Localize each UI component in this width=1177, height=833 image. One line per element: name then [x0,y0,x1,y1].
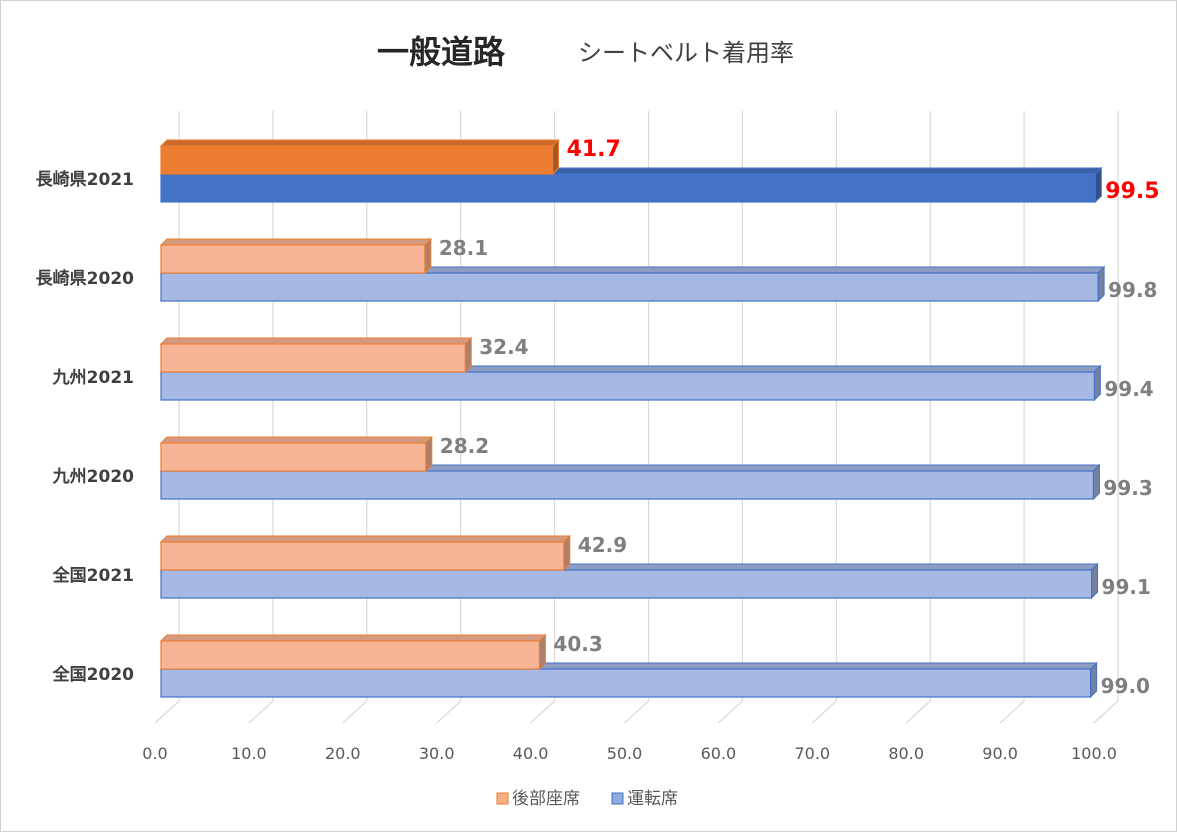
bar-rear-top-face [159,535,572,543]
bar-driver-side-face [1091,562,1099,600]
bar-rear-side-face [563,534,571,572]
x-tick-label: 20.0 [325,744,361,763]
bar-rear [160,541,565,571]
floor-tick [530,700,556,724]
bar-rear [160,145,554,175]
bar-driver-side-face [1090,661,1098,699]
bar-driver [160,569,1093,599]
floor-tick [999,700,1025,724]
x-tick-label: 30.0 [419,744,455,763]
bar-rear-side-face [464,336,472,374]
x-tick-label: 90.0 [982,744,1018,763]
legend: 後部座席 運転席 [496,789,678,809]
data-label-rear: 28.2 [440,434,489,458]
floor-tick [248,700,274,724]
bar-driver-side-face [1093,364,1101,402]
x-tick-label: 60.0 [701,744,737,763]
bar-driver [160,173,1096,203]
legend-swatch-rear [496,792,509,805]
bar-driver [160,470,1095,500]
bar-driver-side-face [1094,166,1102,204]
bar-rear-side-face [538,633,546,671]
bar-driver-side-face [1092,463,1100,501]
x-tick-label: 100.0 [1071,744,1117,763]
category-labels: 長崎県2021 長崎県2020 九州2021 九州2020 全国2021 全国2020 [36,169,134,685]
x-tick-label: 70.0 [794,744,830,763]
bar-driver [160,272,1099,302]
bar-rear [160,442,427,472]
bar-rear-side-face [425,435,433,473]
floor-tick [811,700,837,724]
bar-rear-top-face [159,238,433,246]
legend-label-driver: 運転席 [627,789,678,809]
legend-swatch-driver [611,792,624,805]
chart-subtitle: シートベルト着用率 [578,39,794,67]
bar-rear-side-face [424,237,432,275]
data-label-driver: 99.0 [1101,674,1150,698]
category-label: 全国2021 [52,565,134,586]
data-label-rear: 41.7 [567,137,621,162]
bar-rear-top-face [159,139,560,147]
category-label: 長崎県2021 [36,169,134,190]
category-label: 九州2020 [52,467,134,487]
data-label-driver: 99.1 [1102,575,1151,599]
bar-rear [160,640,541,670]
x-tick-label: 50.0 [607,744,643,763]
bar-rear [160,244,426,274]
chart-title: 一般道路 [377,33,506,71]
data-label-driver: 99.5 [1105,179,1159,204]
data-label-rear: 40.3 [553,632,602,656]
data-labels: 41.7 99.5 28.1 99.8 32.4 99.4 28.2 99.3 42.9 99.1… [439,137,1160,698]
floor-tick [436,700,462,724]
category-label: 長崎県2020 [36,268,134,289]
bar-driver-side-face [1097,265,1105,303]
bar-rear-side-face [552,138,560,176]
category-label: 全国2020 [52,664,134,685]
data-label-rear: 42.9 [578,533,627,557]
floor-tick [342,700,368,724]
data-label-rear: 28.1 [439,236,488,260]
bar-rear [160,343,466,373]
bar-rear-top-face [159,337,473,345]
data-label-rear: 32.4 [479,335,528,359]
floor-tick [1093,700,1119,724]
x-tick-label: 0.0 [142,744,167,763]
gridlines [154,111,1119,724]
x-tick-label: 80.0 [888,744,924,763]
data-label-driver: 99.3 [1103,476,1152,500]
data-label-driver: 99.8 [1108,278,1157,302]
legend-label-rear: 後部座席 [512,789,580,809]
bar-driver [160,668,1092,698]
floor-tick [905,700,931,724]
floor-tick [717,700,743,724]
x-axis-ticks: 0.0 10.0 20.0 30.0 40.0 50.0 60.0 70.0 80.0 90.0 1… [142,744,1117,763]
bar-rear-top-face [159,634,547,642]
bar-rear-top-face [159,436,434,444]
bar-driver [160,371,1095,401]
floor-tick [624,700,649,724]
x-tick-label: 40.0 [513,744,549,763]
floor-tick [154,700,180,724]
data-label-driver: 99.4 [1104,377,1153,401]
category-label: 九州2021 [52,368,134,388]
bars [159,138,1106,699]
x-tick-label: 10.0 [231,744,267,763]
